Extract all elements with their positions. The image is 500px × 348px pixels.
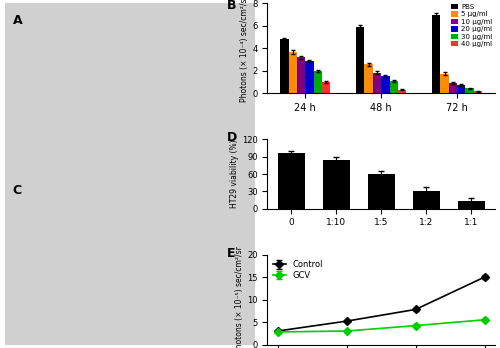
Text: E: E bbox=[226, 247, 235, 260]
Bar bbox=[390, 81, 398, 94]
Bar bbox=[398, 89, 406, 94]
Bar bbox=[458, 201, 484, 209]
Bar bbox=[314, 71, 322, 94]
Legend: PBS, 5 μg/ml, 10 μg/ml, 20 μg/ml, 30 μg/ml, 40 μg/ml: PBS, 5 μg/ml, 10 μg/ml, 20 μg/ml, 30 μg/… bbox=[450, 2, 494, 49]
Bar bbox=[288, 52, 297, 94]
Bar bbox=[474, 91, 482, 94]
Bar bbox=[297, 57, 306, 94]
Bar bbox=[432, 15, 440, 94]
Bar bbox=[381, 76, 390, 94]
Bar bbox=[373, 73, 381, 94]
Bar bbox=[278, 152, 304, 209]
Text: C: C bbox=[12, 184, 22, 197]
Bar bbox=[322, 82, 330, 94]
Bar bbox=[466, 88, 474, 94]
Bar bbox=[306, 61, 314, 94]
Text: A: A bbox=[12, 14, 22, 27]
Text: D: D bbox=[226, 131, 236, 144]
Text: B: B bbox=[226, 0, 236, 12]
Bar bbox=[440, 74, 448, 94]
Bar bbox=[280, 39, 288, 94]
Y-axis label: Photons (× 10⁻⁵) sec/cm²/sr: Photons (× 10⁻⁵) sec/cm²/sr bbox=[236, 246, 244, 348]
Bar bbox=[457, 85, 466, 94]
Legend: Control, GCV: Control, GCV bbox=[272, 259, 324, 282]
Bar bbox=[364, 64, 373, 94]
Bar bbox=[356, 26, 364, 94]
Y-axis label: Photons (× 10⁻⁴) sec/cm²/sr: Photons (× 10⁻⁴) sec/cm²/sr bbox=[240, 0, 250, 102]
Bar bbox=[322, 159, 349, 209]
Bar bbox=[412, 191, 440, 209]
Bar bbox=[448, 83, 457, 94]
Y-axis label: HT29 viability (%): HT29 viability (%) bbox=[230, 140, 239, 208]
Bar bbox=[368, 174, 394, 209]
